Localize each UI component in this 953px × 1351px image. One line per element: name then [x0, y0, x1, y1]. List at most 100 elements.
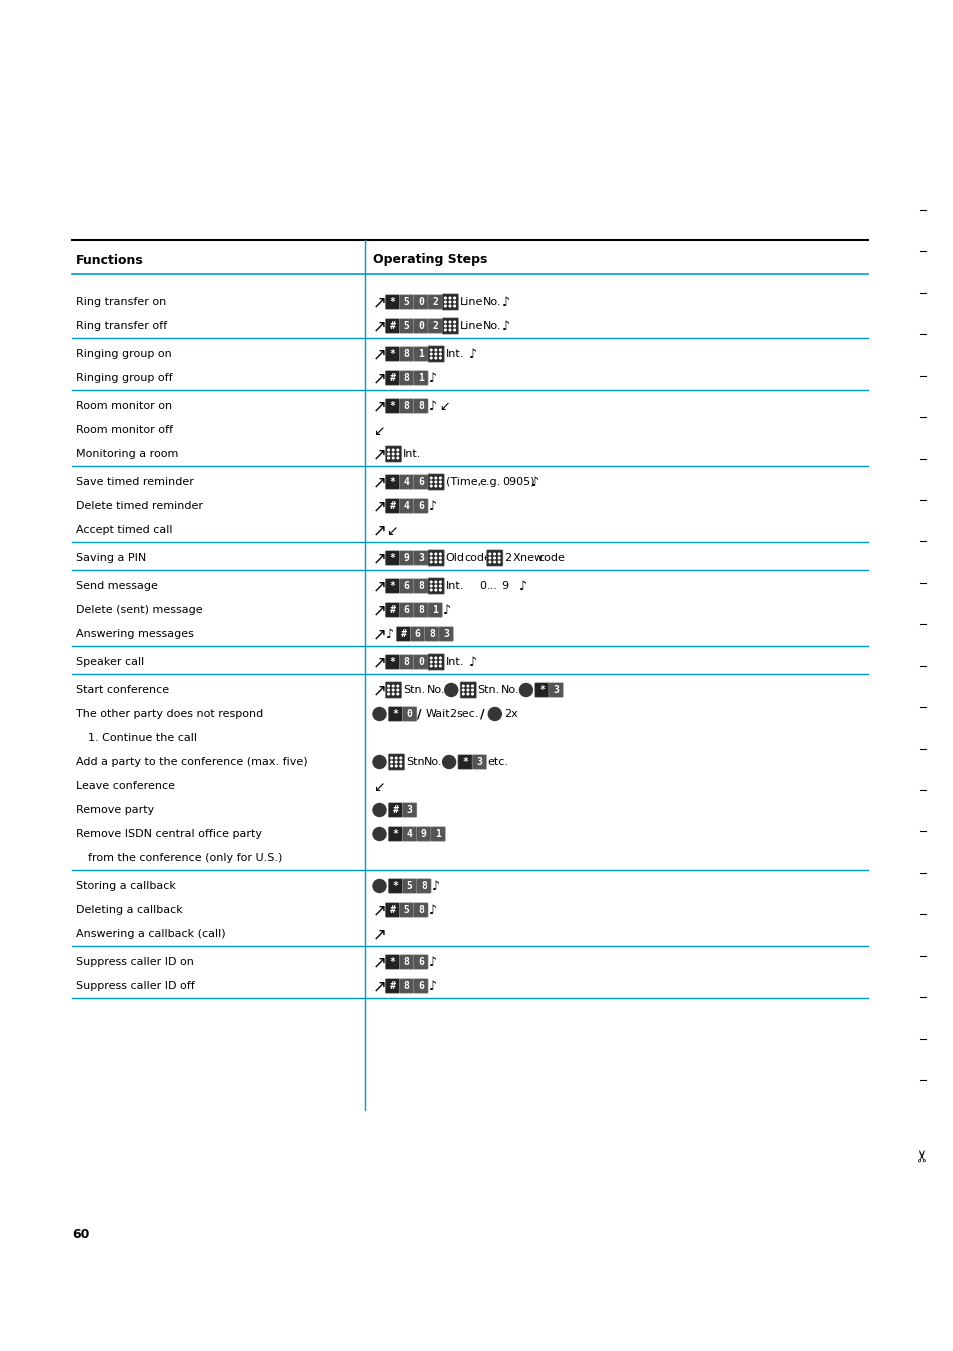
- Circle shape: [391, 757, 392, 759]
- Circle shape: [387, 693, 389, 694]
- FancyBboxPatch shape: [457, 755, 472, 769]
- Circle shape: [439, 349, 441, 351]
- Text: ♪: ♪: [428, 904, 436, 916]
- Circle shape: [467, 685, 468, 686]
- FancyBboxPatch shape: [385, 446, 401, 462]
- Text: *: *: [392, 709, 398, 719]
- Text: Speaker call: Speaker call: [76, 657, 144, 667]
- Circle shape: [396, 685, 398, 686]
- Circle shape: [497, 553, 499, 555]
- Circle shape: [435, 481, 436, 482]
- Text: 2: 2: [448, 709, 456, 719]
- Text: #: #: [392, 805, 398, 815]
- Text: 6: 6: [403, 581, 409, 590]
- Text: ...: ...: [487, 581, 497, 590]
- Circle shape: [467, 693, 468, 694]
- Circle shape: [396, 453, 398, 455]
- Text: #: #: [389, 605, 395, 615]
- Text: Ringing group off: Ringing group off: [76, 373, 172, 382]
- Text: code: code: [538, 553, 565, 563]
- Circle shape: [454, 305, 455, 307]
- Circle shape: [396, 449, 398, 451]
- Circle shape: [489, 553, 490, 555]
- Circle shape: [454, 322, 455, 323]
- Circle shape: [435, 581, 436, 582]
- Circle shape: [497, 561, 499, 563]
- Circle shape: [396, 693, 398, 694]
- Circle shape: [444, 305, 446, 307]
- Text: ♪: ♪: [531, 476, 538, 489]
- Text: Remove ISDN central office party: Remove ISDN central office party: [76, 830, 262, 839]
- Text: No.: No.: [426, 685, 444, 694]
- Circle shape: [435, 589, 436, 590]
- FancyBboxPatch shape: [399, 347, 414, 361]
- FancyBboxPatch shape: [438, 627, 453, 642]
- Circle shape: [392, 693, 394, 694]
- Text: 2: 2: [432, 297, 437, 307]
- Text: *: *: [392, 830, 398, 839]
- Circle shape: [395, 765, 396, 767]
- Circle shape: [430, 485, 432, 486]
- Circle shape: [444, 326, 446, 327]
- Text: Delete timed reminder: Delete timed reminder: [76, 501, 203, 511]
- Text: ♪: ♪: [428, 372, 436, 385]
- Circle shape: [518, 684, 532, 697]
- Text: ♪: ♪: [386, 627, 394, 640]
- FancyBboxPatch shape: [428, 346, 444, 362]
- Circle shape: [493, 557, 495, 559]
- Text: 6: 6: [417, 501, 423, 511]
- Text: *: *: [389, 477, 395, 486]
- Text: 9: 9: [403, 553, 409, 563]
- FancyBboxPatch shape: [399, 399, 414, 413]
- Text: Deleting a callback: Deleting a callback: [76, 905, 183, 915]
- Circle shape: [471, 685, 473, 686]
- Circle shape: [399, 761, 401, 763]
- Text: #: #: [400, 630, 406, 639]
- FancyBboxPatch shape: [424, 627, 438, 642]
- Circle shape: [439, 357, 441, 359]
- FancyBboxPatch shape: [414, 474, 428, 489]
- Text: ↗: ↗: [373, 901, 387, 919]
- Circle shape: [444, 322, 446, 323]
- FancyBboxPatch shape: [402, 878, 416, 893]
- Text: ↗: ↗: [373, 397, 387, 415]
- Circle shape: [449, 322, 451, 323]
- Text: No.: No.: [482, 297, 501, 307]
- Text: from the conference (only for U.S.): from the conference (only for U.S.): [88, 852, 282, 863]
- Circle shape: [435, 349, 436, 351]
- Text: ♪: ♪: [469, 347, 476, 361]
- Circle shape: [439, 589, 441, 590]
- Text: 8: 8: [403, 401, 409, 411]
- FancyBboxPatch shape: [428, 654, 444, 670]
- Text: 9: 9: [420, 830, 426, 839]
- Text: 8: 8: [417, 401, 423, 411]
- Circle shape: [439, 353, 441, 355]
- Circle shape: [373, 708, 386, 720]
- FancyBboxPatch shape: [385, 655, 399, 669]
- FancyBboxPatch shape: [388, 707, 402, 721]
- Text: 8: 8: [403, 957, 409, 967]
- FancyBboxPatch shape: [402, 707, 416, 721]
- FancyBboxPatch shape: [472, 755, 486, 769]
- FancyBboxPatch shape: [385, 902, 399, 917]
- Text: ↗: ↗: [373, 521, 387, 539]
- Circle shape: [387, 689, 389, 690]
- Text: *: *: [392, 881, 398, 892]
- Circle shape: [439, 485, 441, 486]
- FancyBboxPatch shape: [402, 802, 416, 817]
- Text: ♪: ♪: [428, 979, 436, 993]
- Circle shape: [430, 589, 432, 590]
- Text: Suppress caller ID off: Suppress caller ID off: [76, 981, 194, 992]
- Text: 3: 3: [476, 757, 481, 767]
- Text: 60: 60: [71, 1228, 90, 1242]
- Text: 4: 4: [403, 477, 409, 486]
- FancyBboxPatch shape: [385, 474, 399, 489]
- FancyBboxPatch shape: [399, 603, 414, 617]
- Text: ↗: ↗: [373, 345, 387, 363]
- Text: 8: 8: [417, 605, 423, 615]
- Circle shape: [493, 553, 495, 555]
- Circle shape: [493, 561, 495, 563]
- Circle shape: [387, 453, 389, 455]
- Circle shape: [430, 481, 432, 482]
- Circle shape: [439, 661, 441, 663]
